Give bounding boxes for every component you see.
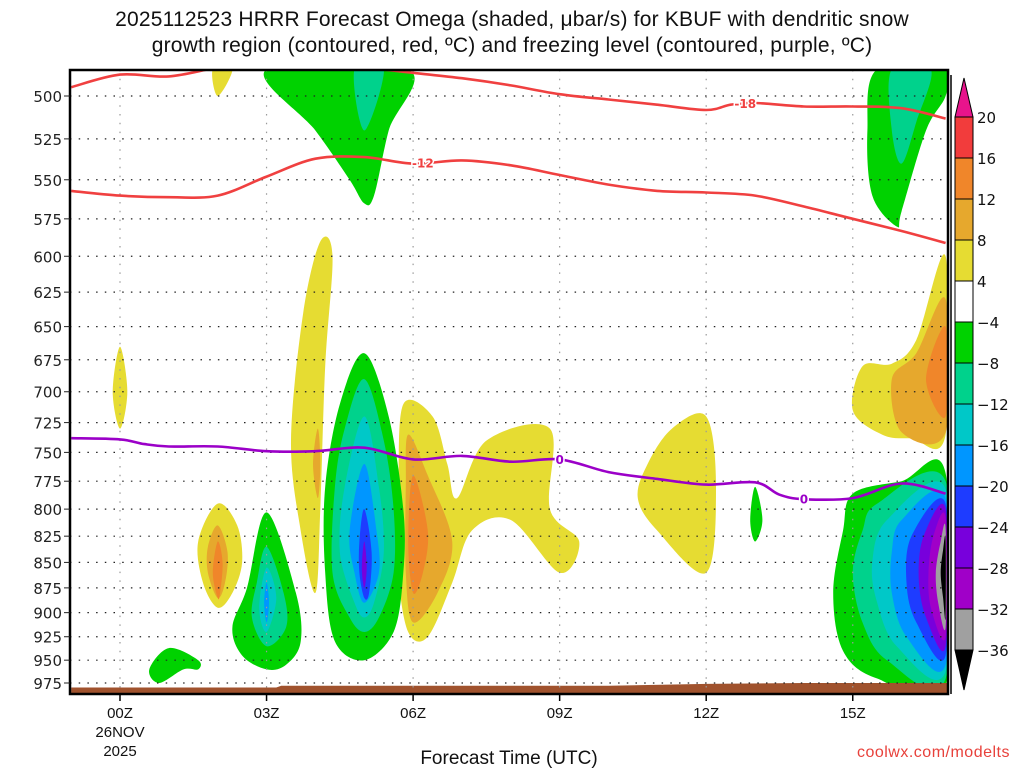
colorbar-label: 16	[977, 150, 996, 168]
omega-region-green-sliver-13z	[750, 486, 763, 542]
omega-region-black-right-low	[940, 535, 946, 620]
colorbar-legend: 20 16 12 8 4 −4 −8 −12 −16 −20 −24 −28 −32 −36	[950, 75, 1009, 694]
colorbar-label: −32	[977, 601, 1009, 619]
y-tick-label: 500	[33, 88, 62, 106]
x-tick-label: 09Z	[547, 705, 573, 722]
colorbar-label: −24	[977, 519, 1009, 537]
x-tick-label: 00Z	[107, 705, 133, 722]
colorbar-swatch	[954, 567, 974, 610]
colorbar-swatch	[954, 280, 974, 323]
plot-background	[70, 70, 948, 694]
x-axis: 00Z 26NOV 2025 03Z 06Z 09Z 12Z 15Z	[95, 694, 866, 760]
y-tick-label: 950	[33, 652, 62, 670]
omega-region-darkorange-02z	[212, 541, 223, 600]
colorbar-swatch	[954, 321, 974, 364]
y-tick-label: 625	[33, 284, 62, 302]
colorbar-triangle-bottom	[954, 649, 974, 691]
contour-lines: -12 -18 0 0	[70, 70, 946, 508]
y-tick-label: 725	[33, 415, 62, 433]
freezing-level-contour-label: 0	[800, 493, 808, 507]
y-tick-label: 975	[33, 675, 62, 693]
y-tick-label: 525	[33, 131, 62, 149]
terrain-fill	[71, 683, 948, 694]
y-tick-label: 650	[33, 319, 62, 337]
y-tick-label: 875	[33, 580, 62, 598]
dgz-contour-minus12-label: -12	[412, 156, 434, 170]
y-tick-label: 550	[33, 172, 62, 190]
credit-link[interactable]: coolwx.com/modelts	[857, 744, 1010, 761]
colorbar-swatch	[954, 444, 974, 487]
omega-region-violet-05z	[361, 541, 367, 588]
chart-title-line2: growth region (contoured, red, ºC) and f…	[151, 34, 873, 57]
omega-region-darkorange-right-mid	[926, 326, 948, 419]
x-tick-label: 03Z	[254, 705, 280, 722]
omega-region-green-01z	[149, 647, 201, 683]
y-tick-label: 825	[33, 528, 62, 546]
x-tick-label: 12Z	[693, 705, 719, 722]
colorbar-label: −36	[977, 642, 1009, 660]
omega-region-teal-plume-right	[888, 70, 932, 164]
y-tick-label: 775	[33, 473, 62, 491]
omega-region-yellow-column-04z	[290, 236, 333, 594]
omega-region-blue-03z	[264, 582, 269, 623]
omega-region-yellow-spike-top	[212, 70, 233, 96]
colorbar-swatch	[954, 239, 974, 282]
grid-lines	[70, 70, 948, 694]
y-tick-label: 900	[33, 605, 62, 623]
omega-shading	[112, 70, 948, 694]
colorbar-swatch	[954, 198, 974, 241]
y-tick-label: 575	[33, 211, 62, 229]
omega-region-yellow-11z	[637, 413, 716, 574]
colorbar-label: −20	[977, 478, 1009, 496]
omega-region-teal-plume-top	[353, 70, 384, 131]
freezing-level-contour-label: 0	[555, 453, 563, 467]
freezing-level-contour	[71, 436, 946, 502]
y-tick-label: 800	[33, 501, 62, 519]
plot-frame	[68, 68, 950, 696]
colorbar-swatch	[954, 485, 974, 528]
x-tick-label: 15Z	[840, 705, 866, 722]
colorbar-label: −4	[977, 314, 999, 332]
colorbar-swatch	[954, 362, 974, 405]
colorbar-swatch	[954, 116, 974, 159]
x-tick-year: 2025	[103, 743, 136, 760]
y-tick-label: 675	[33, 352, 62, 370]
colorbar-label: −8	[977, 355, 999, 373]
y-tick-label: 925	[33, 629, 62, 647]
x-axis-label: Forecast Time (UTC)	[420, 748, 597, 768]
y-tick-label: 600	[33, 248, 62, 266]
colorbar-label: −28	[977, 560, 1009, 578]
x-tick-label: 06Z	[400, 705, 426, 722]
dgz-contour-minus18-label: -18	[734, 97, 756, 111]
colorbar-swatch	[954, 157, 974, 200]
chart-title-line1: 2025112523 HRRR Forecast Omega (shaded, …	[115, 8, 909, 31]
omega-region-darkorange-06z	[408, 475, 429, 594]
dgz-contour-minus18	[70, 70, 946, 120]
colorbar-swatch	[954, 403, 974, 446]
colorbar-label: 20	[977, 109, 996, 127]
y-axis: 500 525 550 575 600 625 650 675 700 725 750 775 800 8…	[33, 88, 70, 693]
x-tick-date: 26NOV	[95, 724, 144, 741]
colorbar-label: 4	[977, 273, 987, 291]
colorbar-label: −16	[977, 437, 1009, 455]
y-tick-label: 700	[33, 384, 62, 402]
dgz-contour-minus12	[71, 155, 946, 245]
colorbar-swatch	[954, 526, 974, 569]
colorbar-triangle-top	[954, 77, 974, 118]
colorbar-swatch	[954, 608, 974, 651]
colorbar-label: 8	[977, 232, 987, 250]
terrain-surface	[71, 683, 948, 694]
y-tick-label: 750	[33, 444, 62, 462]
colorbar-label: −12	[977, 396, 1009, 414]
omega-region-green-plume-top	[263, 70, 415, 206]
y-tick-label: 850	[33, 554, 62, 572]
colorbar-label: 12	[977, 191, 996, 209]
omega-region-orange-right-mid	[891, 297, 948, 445]
